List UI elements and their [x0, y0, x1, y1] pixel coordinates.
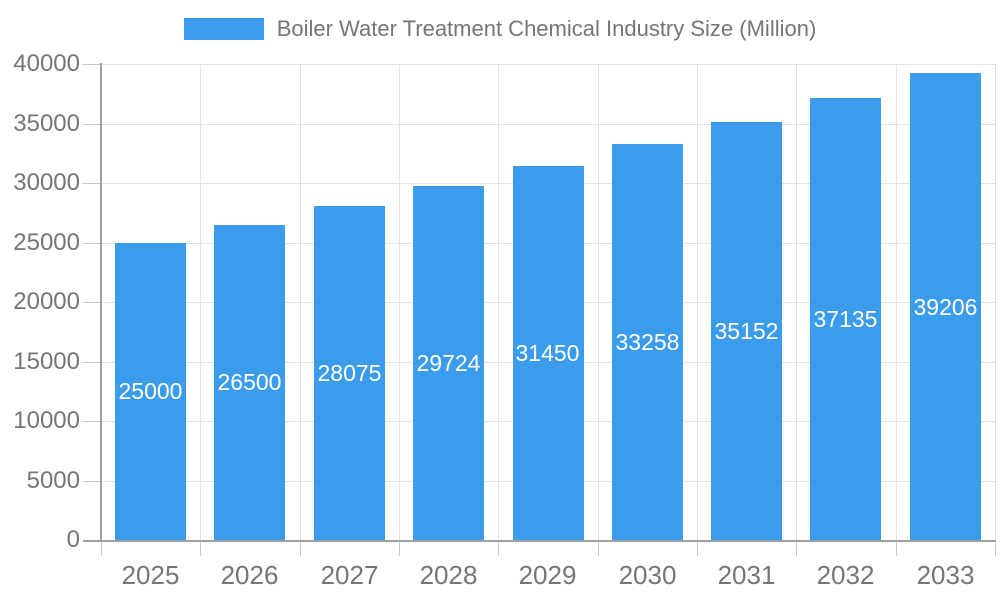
- x-axis-tick: [300, 542, 301, 556]
- y-axis-tick: [83, 421, 101, 422]
- grid-line-horizontal: [101, 124, 995, 125]
- grid-line-vertical: [995, 64, 996, 540]
- bar-2029[interactable]: [513, 166, 584, 540]
- x-axis-tick: [399, 542, 400, 556]
- x-axis-tick: [697, 542, 698, 556]
- grid-line-vertical: [200, 64, 201, 540]
- x-axis-label: 2029: [518, 560, 577, 590]
- bar-2025[interactable]: [115, 243, 186, 541]
- x-axis-tick: [896, 542, 897, 556]
- x-axis-tick: [796, 542, 797, 556]
- y-axis-label: 40000: [13, 50, 80, 77]
- y-axis-tick: [83, 302, 101, 303]
- x-axis-label: 2028: [419, 560, 478, 590]
- x-axis-label: 2030: [618, 560, 677, 590]
- y-axis-line: [100, 63, 102, 541]
- x-axis-tick: [498, 542, 499, 556]
- x-axis-line: [83, 540, 996, 542]
- bar-2026[interactable]: [214, 225, 285, 540]
- x-axis-tick: [101, 542, 102, 556]
- y-axis-tick: [83, 124, 101, 125]
- bar-2033[interactable]: [910, 73, 981, 540]
- x-axis-label: 2026: [220, 560, 279, 590]
- y-axis-label: 0: [66, 526, 80, 553]
- x-axis-label: 2031: [717, 560, 776, 590]
- y-axis-tick: [83, 243, 101, 244]
- bar-2032[interactable]: [810, 98, 881, 540]
- y-axis-label: 35000: [13, 110, 80, 137]
- y-axis-label: 10000: [13, 407, 80, 434]
- grid-line-vertical: [498, 64, 499, 540]
- bar-2030[interactable]: [612, 144, 683, 540]
- grid-line-horizontal: [101, 64, 995, 65]
- y-axis-label: 30000: [13, 169, 80, 196]
- y-axis-tick: [83, 362, 101, 363]
- y-axis-tick: [83, 183, 101, 184]
- y-axis-tick: [83, 64, 101, 65]
- x-axis-label: 2033: [916, 560, 975, 590]
- x-axis-label: 2025: [121, 560, 180, 590]
- x-axis-tick: [598, 542, 599, 556]
- bar-2028[interactable]: [413, 186, 484, 540]
- y-axis-label: 25000: [13, 229, 80, 256]
- x-axis-tick: [995, 542, 996, 556]
- bar-2031[interactable]: [711, 122, 782, 540]
- legend-swatch-icon: [183, 18, 264, 40]
- x-axis-label: 2032: [816, 560, 875, 590]
- y-axis-tick: [83, 481, 101, 482]
- chart-title: Boiler Water Treatment Chemical Industry…: [276, 16, 817, 41]
- grid-line-vertical: [399, 64, 400, 540]
- grid-line-vertical: [598, 64, 599, 540]
- chart-legend[interactable]: Boiler Water Treatment Chemical Industry…: [0, 15, 1000, 43]
- x-axis-tick: [200, 542, 201, 556]
- y-axis-label: 20000: [13, 288, 80, 315]
- bar-2027[interactable]: [314, 206, 385, 540]
- x-axis-label: 2027: [320, 560, 379, 590]
- grid-line-vertical: [697, 64, 698, 540]
- grid-line-vertical: [796, 64, 797, 540]
- y-axis-label: 15000: [13, 348, 80, 375]
- y-axis-label: 5000: [26, 467, 80, 494]
- grid-line-vertical: [300, 64, 301, 540]
- grid-line-vertical: [896, 64, 897, 540]
